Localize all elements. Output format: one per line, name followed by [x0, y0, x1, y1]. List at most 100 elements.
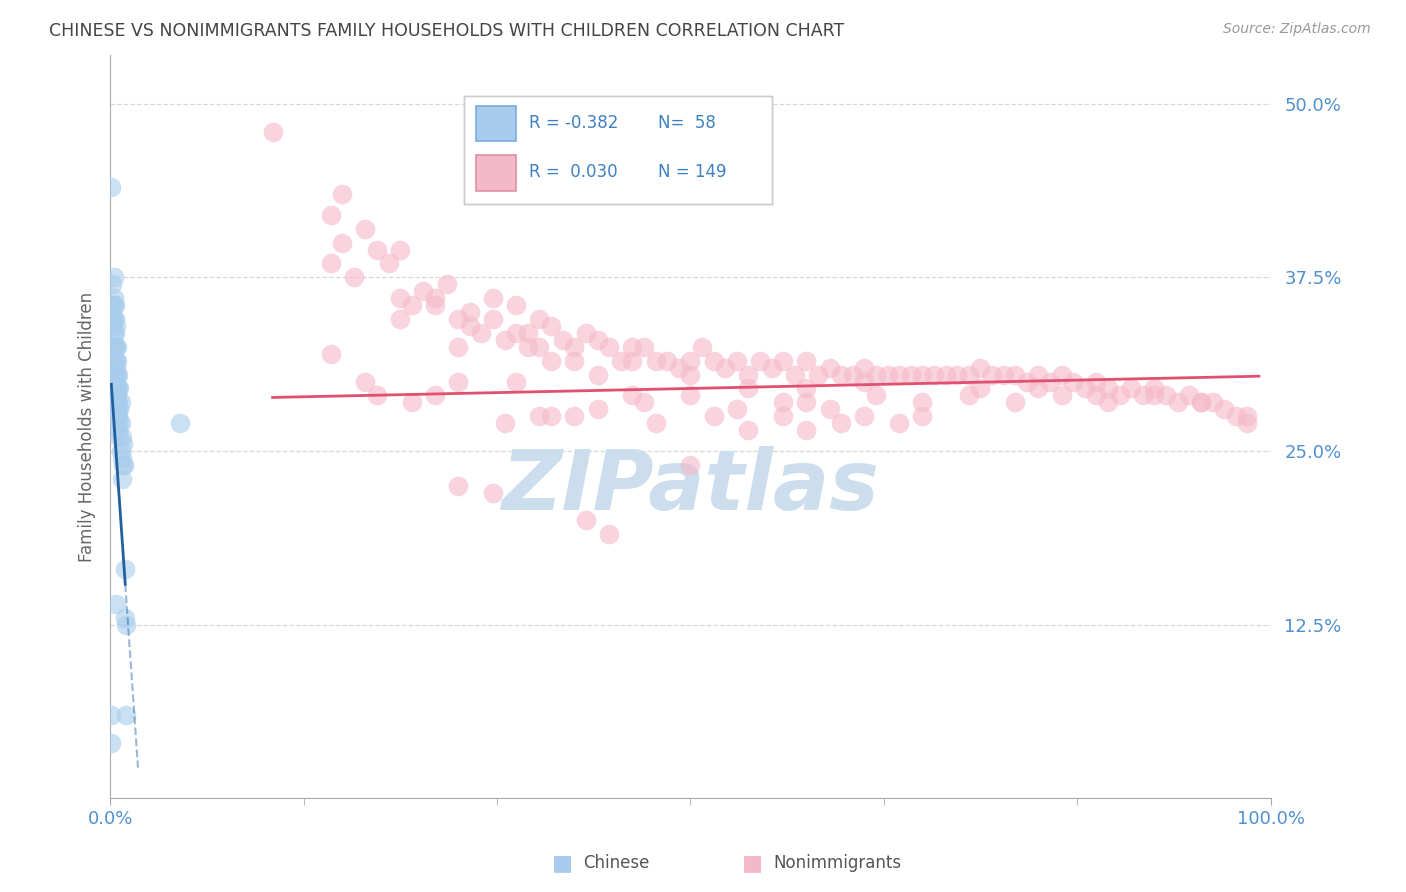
- Text: ■: ■: [742, 854, 762, 873]
- Point: [830, 368, 852, 382]
- Point: [330, 187, 353, 202]
- Point: [969, 360, 991, 375]
- Point: [1167, 395, 1189, 409]
- Point: [108, 381, 131, 395]
- Point: [104, 353, 127, 368]
- Point: [401, 395, 423, 409]
- Point: [458, 318, 481, 333]
- Point: [104, 340, 127, 354]
- Point: [1050, 368, 1073, 382]
- Point: [100, 707, 122, 722]
- Point: [818, 360, 841, 375]
- Point: [111, 450, 134, 465]
- Point: [1039, 375, 1062, 389]
- Point: [516, 340, 538, 354]
- Point: [103, 291, 125, 305]
- Point: [494, 416, 516, 430]
- Point: [621, 340, 644, 354]
- Point: [262, 124, 284, 138]
- Point: [772, 409, 794, 424]
- Point: [853, 360, 876, 375]
- Point: [319, 256, 342, 270]
- Point: [1015, 375, 1038, 389]
- Point: [458, 305, 481, 319]
- Point: [1213, 402, 1236, 417]
- Point: [621, 353, 644, 368]
- Point: [1062, 375, 1084, 389]
- Point: [807, 368, 830, 382]
- Point: [115, 617, 138, 632]
- Point: [516, 326, 538, 340]
- Point: [946, 368, 969, 382]
- Point: [108, 416, 131, 430]
- Point: [1085, 388, 1108, 402]
- Point: [107, 395, 129, 409]
- Text: Nonimmigrants: Nonimmigrants: [773, 855, 901, 872]
- Point: [104, 597, 127, 611]
- Point: [586, 333, 609, 347]
- Point: [1028, 381, 1050, 395]
- Point: [105, 381, 128, 395]
- Point: [529, 409, 551, 424]
- Point: [562, 353, 585, 368]
- Point: [436, 277, 458, 292]
- Point: [103, 298, 125, 312]
- Point: [853, 409, 876, 424]
- Point: [679, 388, 702, 402]
- Point: [633, 395, 655, 409]
- Point: [818, 402, 841, 417]
- Text: Source: ZipAtlas.com: Source: ZipAtlas.com: [1223, 22, 1371, 37]
- Point: [725, 402, 748, 417]
- Point: [447, 340, 470, 354]
- Point: [993, 368, 1015, 382]
- Point: [633, 340, 655, 354]
- Point: [529, 312, 551, 326]
- Point: [114, 562, 136, 576]
- Point: [1097, 381, 1119, 395]
- Point: [389, 312, 412, 326]
- Point: [830, 416, 852, 430]
- Point: [101, 277, 124, 292]
- Point: [104, 298, 127, 312]
- Point: [969, 381, 991, 395]
- Point: [1143, 388, 1166, 402]
- Point: [330, 235, 353, 250]
- Point: [111, 430, 134, 444]
- Point: [447, 312, 470, 326]
- Point: [319, 347, 342, 361]
- Point: [115, 707, 138, 722]
- Point: [105, 388, 128, 402]
- Point: [842, 368, 865, 382]
- Point: [935, 368, 957, 382]
- Point: [703, 409, 725, 424]
- Point: [107, 402, 129, 417]
- Point: [470, 326, 492, 340]
- Point: [505, 326, 527, 340]
- Point: [401, 298, 423, 312]
- Point: [423, 388, 446, 402]
- Point: [104, 353, 127, 368]
- Text: Chinese: Chinese: [583, 855, 650, 872]
- Point: [1225, 409, 1247, 424]
- Point: [105, 340, 128, 354]
- Point: [540, 353, 562, 368]
- Point: [703, 353, 725, 368]
- Point: [562, 409, 585, 424]
- Point: [889, 416, 911, 430]
- Text: ZIPatlas: ZIPatlas: [502, 446, 879, 526]
- Point: [737, 423, 759, 437]
- Point: [796, 353, 818, 368]
- Point: [389, 243, 412, 257]
- Point: [447, 478, 470, 492]
- Point: [714, 360, 737, 375]
- Point: [562, 340, 585, 354]
- Y-axis label: Family Households with Children: Family Households with Children: [79, 292, 96, 562]
- Point: [540, 318, 562, 333]
- Point: [551, 333, 574, 347]
- Point: [679, 368, 702, 382]
- Point: [540, 409, 562, 424]
- Point: [354, 221, 377, 235]
- Point: [505, 375, 527, 389]
- Point: [1097, 395, 1119, 409]
- Point: [644, 416, 666, 430]
